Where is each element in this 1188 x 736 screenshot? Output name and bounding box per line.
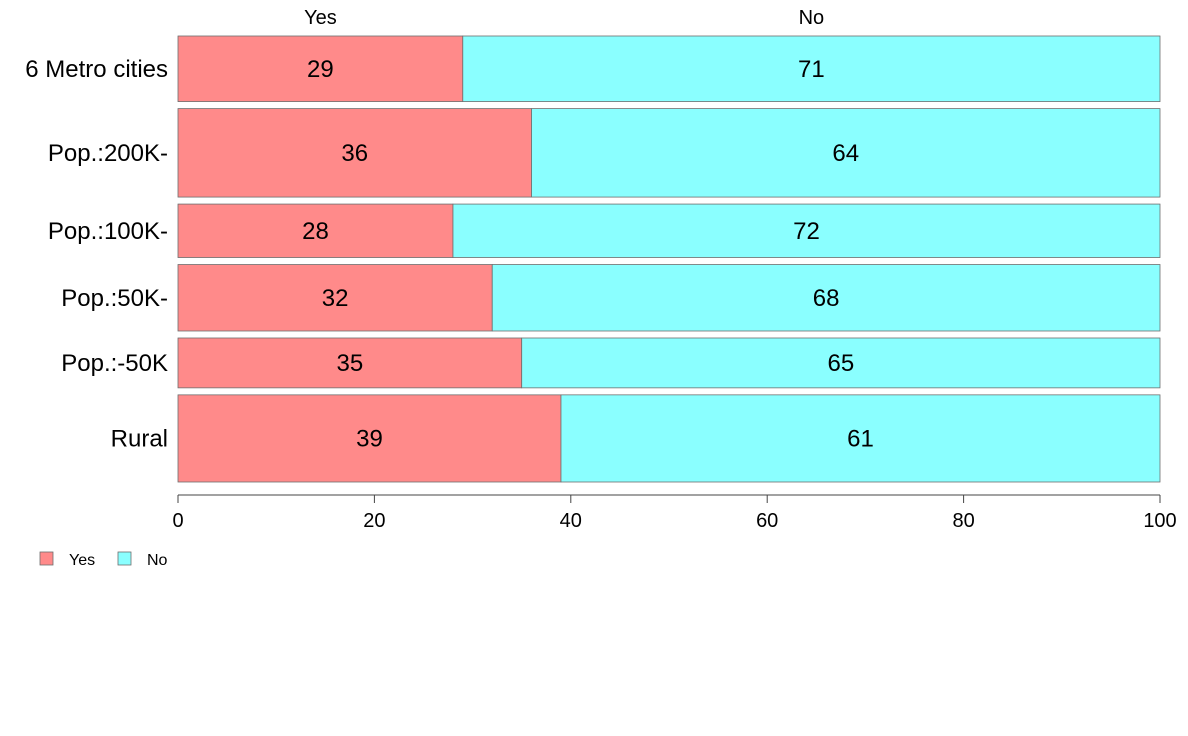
x-tick-label-5: 100: [1143, 510, 1176, 532]
top-labels: Yes No: [304, 7, 824, 29]
category-labels: 6 Metro cities Pop.:200K- Pop.:100K- Pop.:5…: [25, 56, 168, 453]
bar-yes-3: [177, 264, 493, 332]
data-label-no-4: 65: [827, 350, 854, 377]
legend: Yes No: [39, 551, 168, 569]
bar-no-5: [560, 394, 1161, 483]
data-label-no-3: 68: [813, 285, 840, 312]
bar-no-4: [521, 337, 1161, 389]
data-label-yes-2: 28: [302, 218, 329, 245]
bar-no-1: [531, 108, 1161, 198]
data-label-no-1: 64: [832, 140, 859, 167]
category-label-0: 6 Metro cities: [25, 56, 168, 83]
data-label-yes-1: 36: [341, 140, 368, 167]
data-label-no-5: 61: [847, 425, 874, 452]
data-label-yes-4: 35: [336, 350, 363, 377]
category-label-4: Pop.:-50K: [61, 350, 168, 377]
bar-yes-0: [177, 35, 464, 102]
x-tick-label-0: 0: [172, 510, 183, 532]
bars: 29 71 36 64 28 72 32 68 35 65 39 61: [177, 35, 1161, 483]
bar-no-3: [491, 264, 1161, 332]
category-label-3: Pop.:50K-: [61, 285, 168, 312]
bar-yes-2: [177, 203, 454, 258]
legend-label-yes: Yes: [69, 552, 95, 569]
top-label-yes: Yes: [304, 7, 337, 29]
x-tick-label-1: 20: [363, 510, 385, 532]
x-tick-label-2: 40: [560, 510, 582, 532]
top-label-no: No: [799, 7, 825, 29]
legend-swatch-yes: [39, 551, 54, 566]
category-label-5: Rural: [111, 425, 168, 452]
x-tick-label-3: 60: [756, 510, 778, 532]
category-label-1: Pop.:200K-: [48, 140, 168, 167]
data-label-yes-3: 32: [322, 285, 349, 312]
bar-yes-4: [177, 337, 523, 389]
data-label-no-2: 72: [793, 218, 820, 245]
data-label-yes-5: 39: [356, 425, 383, 452]
legend-swatch-no: [117, 551, 132, 566]
legend-label-no: No: [147, 552, 168, 569]
bar-no-2: [452, 203, 1161, 258]
data-label-yes-0: 29: [307, 56, 334, 83]
data-label-no-0: 71: [798, 56, 825, 83]
bar-yes-1: [177, 108, 532, 198]
category-label-2: Pop.:100K-: [48, 218, 168, 245]
bar-no-0: [462, 35, 1161, 102]
x-tick-label-4: 80: [952, 510, 974, 532]
x-axis: 0 20 40 60 80 100: [172, 494, 1177, 532]
